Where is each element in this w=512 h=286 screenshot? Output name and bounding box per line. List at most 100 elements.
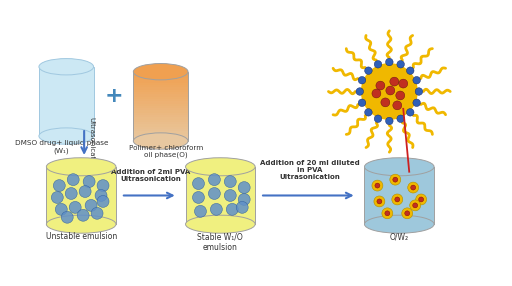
Bar <box>185 167 255 224</box>
Bar <box>133 122 188 125</box>
Circle shape <box>416 194 426 205</box>
Bar <box>39 67 94 102</box>
Circle shape <box>193 192 204 203</box>
Bar <box>133 97 188 100</box>
Bar <box>133 124 188 127</box>
Circle shape <box>77 209 89 221</box>
Circle shape <box>407 67 414 74</box>
Circle shape <box>386 86 395 95</box>
Ellipse shape <box>185 158 255 176</box>
Text: +: + <box>104 86 123 106</box>
Text: Polimer+ chloroform
oil phase(O): Polimer+ chloroform oil phase(O) <box>129 145 203 158</box>
Bar <box>133 131 188 134</box>
Circle shape <box>419 197 423 202</box>
Bar <box>39 67 94 136</box>
Ellipse shape <box>133 133 188 149</box>
Circle shape <box>85 199 97 211</box>
Circle shape <box>407 109 414 116</box>
Circle shape <box>97 180 109 192</box>
Circle shape <box>375 183 380 188</box>
Circle shape <box>382 208 393 219</box>
Bar <box>39 67 94 136</box>
Bar <box>133 104 188 106</box>
Text: DMSO drug+ liquid phase
(W₁): DMSO drug+ liquid phase (W₁) <box>14 140 108 154</box>
Bar <box>133 78 188 81</box>
Bar <box>133 136 188 139</box>
Bar <box>133 118 188 120</box>
Bar <box>133 138 188 141</box>
Circle shape <box>55 203 67 215</box>
Bar <box>133 108 188 111</box>
Circle shape <box>97 196 109 207</box>
Bar <box>133 134 188 136</box>
Circle shape <box>51 192 63 203</box>
Text: O/W₂: O/W₂ <box>390 232 409 241</box>
Circle shape <box>361 63 418 120</box>
Circle shape <box>53 180 65 192</box>
Circle shape <box>390 77 399 86</box>
Circle shape <box>413 76 420 84</box>
Text: Stable W₁/O
emulsion: Stable W₁/O emulsion <box>198 232 243 251</box>
Circle shape <box>236 201 248 213</box>
Circle shape <box>385 211 390 216</box>
Circle shape <box>402 208 413 219</box>
Circle shape <box>83 176 95 188</box>
Circle shape <box>395 197 400 202</box>
Bar <box>133 90 188 92</box>
Circle shape <box>415 88 423 95</box>
Ellipse shape <box>365 215 434 233</box>
Circle shape <box>238 182 250 194</box>
Bar <box>133 85 188 88</box>
Circle shape <box>392 194 403 205</box>
Circle shape <box>365 109 372 116</box>
Circle shape <box>405 211 410 216</box>
Circle shape <box>356 88 364 95</box>
Circle shape <box>95 190 107 201</box>
Circle shape <box>91 207 103 219</box>
Circle shape <box>411 185 416 190</box>
Circle shape <box>381 98 390 107</box>
Circle shape <box>386 58 393 66</box>
Bar <box>133 115 188 118</box>
Circle shape <box>396 91 405 100</box>
Circle shape <box>226 203 238 215</box>
Bar <box>133 129 188 132</box>
Ellipse shape <box>47 158 116 176</box>
Circle shape <box>238 194 250 205</box>
Circle shape <box>193 178 204 190</box>
Circle shape <box>377 199 382 204</box>
Circle shape <box>208 188 220 199</box>
Circle shape <box>376 81 385 90</box>
Bar <box>133 74 188 76</box>
Circle shape <box>358 76 366 84</box>
Circle shape <box>386 117 393 125</box>
Text: Ultrasonication: Ultrasonication <box>88 116 94 170</box>
Circle shape <box>413 203 418 208</box>
Circle shape <box>358 99 366 107</box>
Circle shape <box>224 190 236 201</box>
Bar <box>133 127 188 130</box>
Ellipse shape <box>365 158 434 176</box>
Circle shape <box>79 186 91 197</box>
Text: Addition of 20 ml diluted
in PVA
Ultrasonication: Addition of 20 ml diluted in PVA Ultraso… <box>260 160 360 180</box>
Ellipse shape <box>39 59 94 75</box>
Bar <box>133 101 188 104</box>
Circle shape <box>208 174 220 186</box>
Bar <box>365 167 434 224</box>
Bar <box>133 71 188 74</box>
Circle shape <box>393 101 402 110</box>
Bar <box>133 88 188 90</box>
Bar <box>47 167 116 224</box>
Circle shape <box>372 180 383 191</box>
Ellipse shape <box>133 63 188 80</box>
Bar <box>133 113 188 116</box>
Ellipse shape <box>39 128 94 144</box>
Circle shape <box>374 196 385 207</box>
Bar <box>133 94 188 97</box>
Circle shape <box>393 177 398 182</box>
Ellipse shape <box>185 215 255 233</box>
Bar <box>133 92 188 95</box>
Bar <box>133 72 188 141</box>
Circle shape <box>195 205 206 217</box>
Circle shape <box>390 174 401 185</box>
